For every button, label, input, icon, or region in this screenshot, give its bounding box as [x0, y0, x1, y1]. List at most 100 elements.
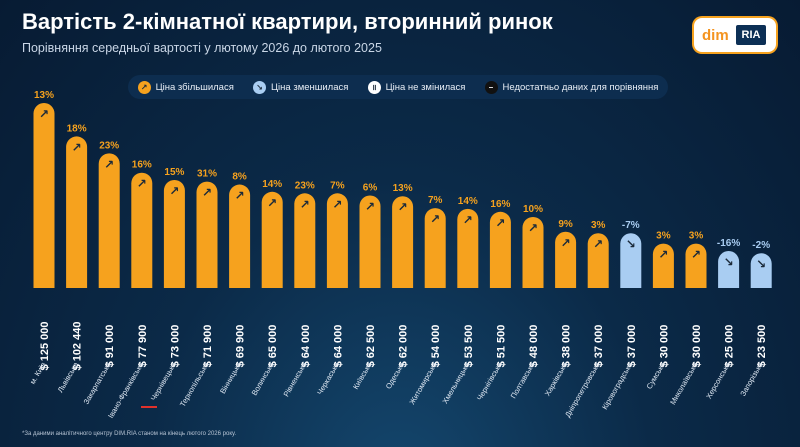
category-label: Київська	[351, 360, 374, 391]
change-label: 23%	[99, 140, 119, 151]
change-label: 15%	[164, 167, 184, 178]
arrow-up-right-icon: ↗	[72, 140, 82, 154]
legend-label-nochange: Ціна не змінилася	[385, 81, 466, 93]
category-label: Чернігівська	[475, 360, 505, 402]
bar	[66, 136, 88, 288]
arrow-up-right-icon: ↗	[561, 236, 571, 250]
value-label: $ 38 000	[561, 325, 573, 368]
category-label: Вінницька	[218, 360, 244, 395]
value-label: $ 65 000	[267, 325, 279, 368]
bar	[555, 231, 577, 288]
arrow-up-right-icon: ↗	[463, 213, 473, 227]
arrow-up-right-icon: ↗	[39, 107, 49, 121]
category-label: Черкаська	[315, 360, 341, 397]
bar	[652, 243, 674, 288]
change-label: -16%	[717, 238, 740, 249]
bar	[718, 251, 740, 288]
bar	[750, 253, 772, 288]
logo-ria-text: RIA	[736, 25, 766, 45]
bar	[359, 195, 381, 288]
category-label: Житомирська	[407, 360, 439, 406]
bar	[229, 184, 251, 288]
change-label: 8%	[232, 172, 247, 183]
category-label: Волинська	[250, 360, 277, 397]
bar	[489, 211, 511, 288]
category-label: Сумська	[645, 360, 668, 391]
arrow-up-right-icon: ↗	[495, 216, 505, 230]
value-label: $ 64 000	[332, 325, 344, 368]
category-label: Івано-Франківська	[106, 360, 146, 420]
arrow-down-right-icon: ↘	[253, 80, 267, 94]
change-label: -7%	[622, 220, 640, 231]
category-label: Запорізька	[738, 360, 765, 398]
arrow-up-right-icon: ↗	[398, 200, 408, 214]
change-label: 7%	[428, 195, 443, 206]
category-label: Чернівецька	[149, 360, 179, 402]
value-label: $ 53 500	[463, 325, 475, 368]
bar	[685, 243, 707, 288]
arrow-up-right-icon: ↗	[202, 186, 212, 200]
legend-label-nodata: Недостатньо даних для порівняння	[502, 81, 659, 93]
category-label: Миколаївська	[668, 360, 700, 406]
value-label: $ 91 000	[104, 325, 116, 368]
change-label: 14%	[262, 179, 282, 190]
value-label: $ 102 440	[72, 322, 84, 371]
value-label: $ 125 000	[39, 322, 51, 371]
bar	[196, 181, 218, 288]
arrow-up-right-icon: ↗	[300, 197, 310, 211]
legend-item-decrease: ↘ Ціна зменшилася	[253, 80, 348, 94]
change-label: 16%	[490, 199, 510, 210]
legend-item-nochange: ॥ Ціна не змінилася	[367, 80, 466, 94]
change-label: 7%	[330, 180, 345, 191]
value-label: $ 64 000	[300, 325, 312, 368]
change-label: 18%	[67, 123, 87, 134]
legend-label-increase: Ціна збільшилася	[155, 81, 234, 93]
arrow-up-right-icon: ↗	[691, 248, 701, 262]
chart-legend: ↗ Ціна збільшилася ↘ Ціна зменшилася ॥ Ц…	[128, 75, 668, 99]
value-label: $ 62 500	[365, 325, 377, 368]
arrow-up-right-icon: ↗	[267, 196, 277, 210]
value-label: $ 37 000	[626, 325, 638, 368]
page-subtitle: Порівняння середньої вартості у лютому 2…	[22, 41, 382, 55]
arrow-up-right-icon: ↗	[593, 237, 603, 251]
arrow-up-right-icon: ↗	[137, 177, 147, 191]
bar	[392, 196, 414, 288]
dim-ria-logo[interactable]: dim RIA	[694, 18, 776, 52]
arrow-up-right-icon: ↗	[104, 157, 114, 171]
page-title: Вартість 2-кімнатної квартири, вторинний…	[22, 9, 553, 34]
bar	[587, 233, 609, 288]
value-label: $ 37 000	[593, 325, 605, 368]
bar	[424, 208, 446, 288]
bar	[294, 193, 316, 288]
arrow-down-right-icon: ↘	[756, 257, 766, 271]
value-label: $ 71 900	[202, 325, 214, 368]
bar	[457, 208, 479, 288]
category-label: Кіровоградська	[600, 360, 635, 411]
arrow-down-right-icon: ↘	[626, 237, 636, 251]
value-label: $ 23 500	[756, 325, 768, 368]
change-label: 3%	[656, 231, 671, 242]
selection-marker	[141, 406, 157, 408]
value-label: $ 62 000	[398, 325, 410, 368]
arrow-up-right-icon: ↗	[528, 221, 538, 235]
category-label: Львівська	[56, 360, 81, 394]
category-label: Харківська	[543, 360, 570, 398]
value-label: $ 77 900	[137, 325, 149, 368]
category-label: Хмельницька	[440, 360, 471, 406]
legend-item-nodata: – Недостатньо даних для порівняння	[484, 80, 659, 94]
pause-icon: ॥	[367, 80, 381, 94]
change-label: -2%	[752, 240, 770, 251]
category-label: Дніпропетровська	[563, 360, 602, 419]
value-label: $ 54 000	[430, 325, 442, 368]
category-label: м. Київ	[28, 360, 48, 385]
minus-icon: –	[484, 80, 498, 94]
arrow-up-right-icon: ↗	[332, 197, 342, 211]
change-label: 23%	[295, 180, 315, 191]
change-label: 3%	[689, 231, 704, 242]
value-label: $ 25 000	[724, 325, 736, 368]
change-label: 13%	[393, 183, 413, 194]
arrow-down-right-icon: ↘	[724, 255, 734, 269]
change-label: 16%	[132, 160, 152, 171]
category-label: Закарпатська	[82, 360, 114, 406]
